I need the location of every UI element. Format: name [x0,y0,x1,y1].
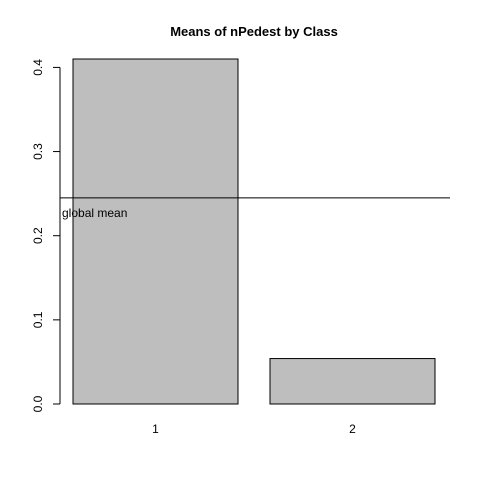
y-axis: 0.0 0.1 0.2 0.3 0.4 [31,59,61,412]
chart-title: Means of nPedest by Class [170,24,338,39]
y-tick-label: 0.2 [31,227,45,244]
global-mean-label: global mean [62,206,127,220]
y-tick-label: 0.4 [31,59,45,76]
bars-group [72,58,436,405]
y-tick-label: 0.0 [31,395,45,412]
bar-1 [72,58,239,405]
x-tick-label-2: 2 [349,422,356,436]
reference-line-group: global mean [60,197,450,220]
y-tick-label: 0.1 [31,311,45,328]
y-tick-label: 0.3 [31,143,45,160]
bar-2 [269,358,436,405]
x-tick-label-1: 1 [152,422,159,436]
